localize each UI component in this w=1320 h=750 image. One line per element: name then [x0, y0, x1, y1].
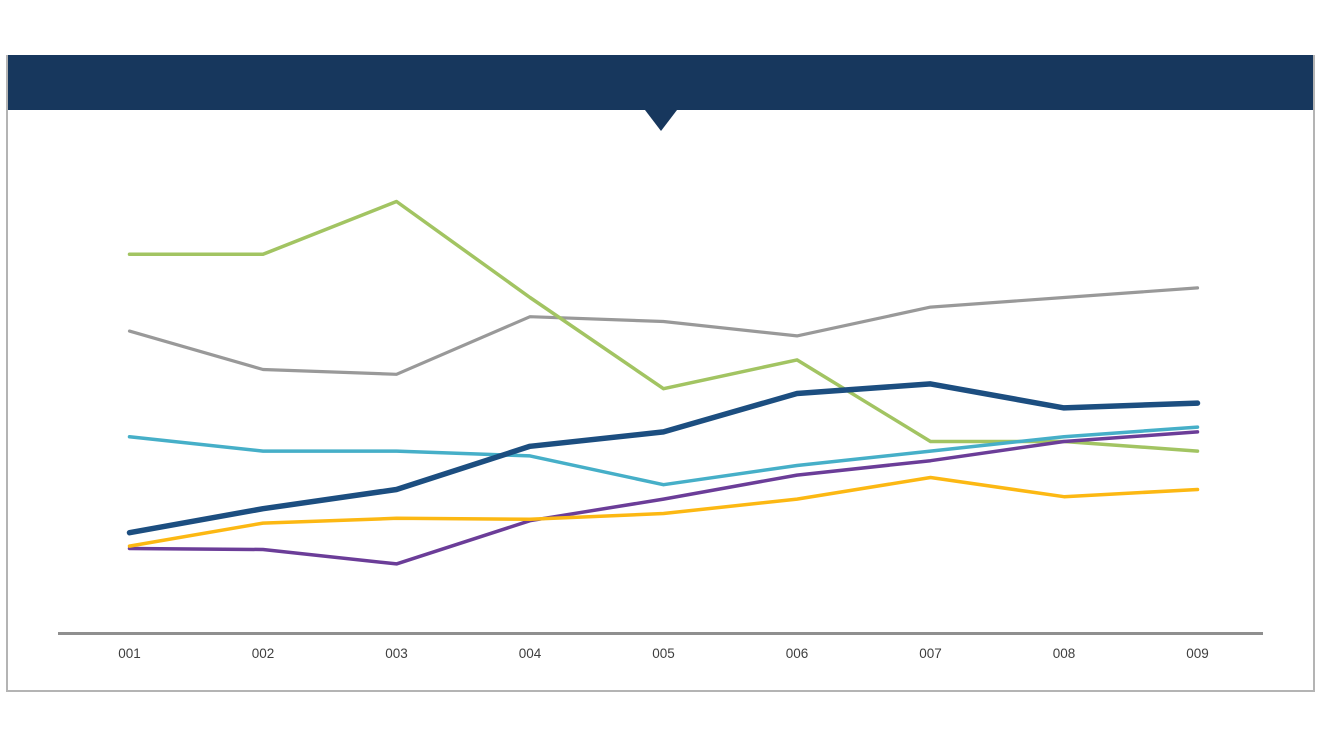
- x-axis-label: 004: [519, 646, 542, 661]
- x-axis-label: 001: [118, 646, 141, 661]
- x-axis-label: 007: [919, 646, 942, 661]
- x-axis-label: 008: [1053, 646, 1076, 661]
- slide-panel: [6, 55, 1315, 692]
- series-line-gray: [127, 286, 1200, 376]
- x-axis-label: 005: [652, 646, 675, 661]
- series-line-teal: [127, 425, 1200, 487]
- x-axis-label: 006: [786, 646, 809, 661]
- x-axis-label: 009: [1186, 646, 1209, 661]
- x-axis-label: 003: [385, 646, 408, 661]
- series-line-green: [127, 199, 1200, 453]
- header-notch-icon: [644, 110, 677, 131]
- series-line-orange: [127, 475, 1200, 548]
- series-line-dark-blue: [126, 381, 1201, 536]
- series-line-purple: [127, 430, 1200, 566]
- header-bar: [8, 55, 1313, 110]
- x-axis-label: 002: [252, 646, 275, 661]
